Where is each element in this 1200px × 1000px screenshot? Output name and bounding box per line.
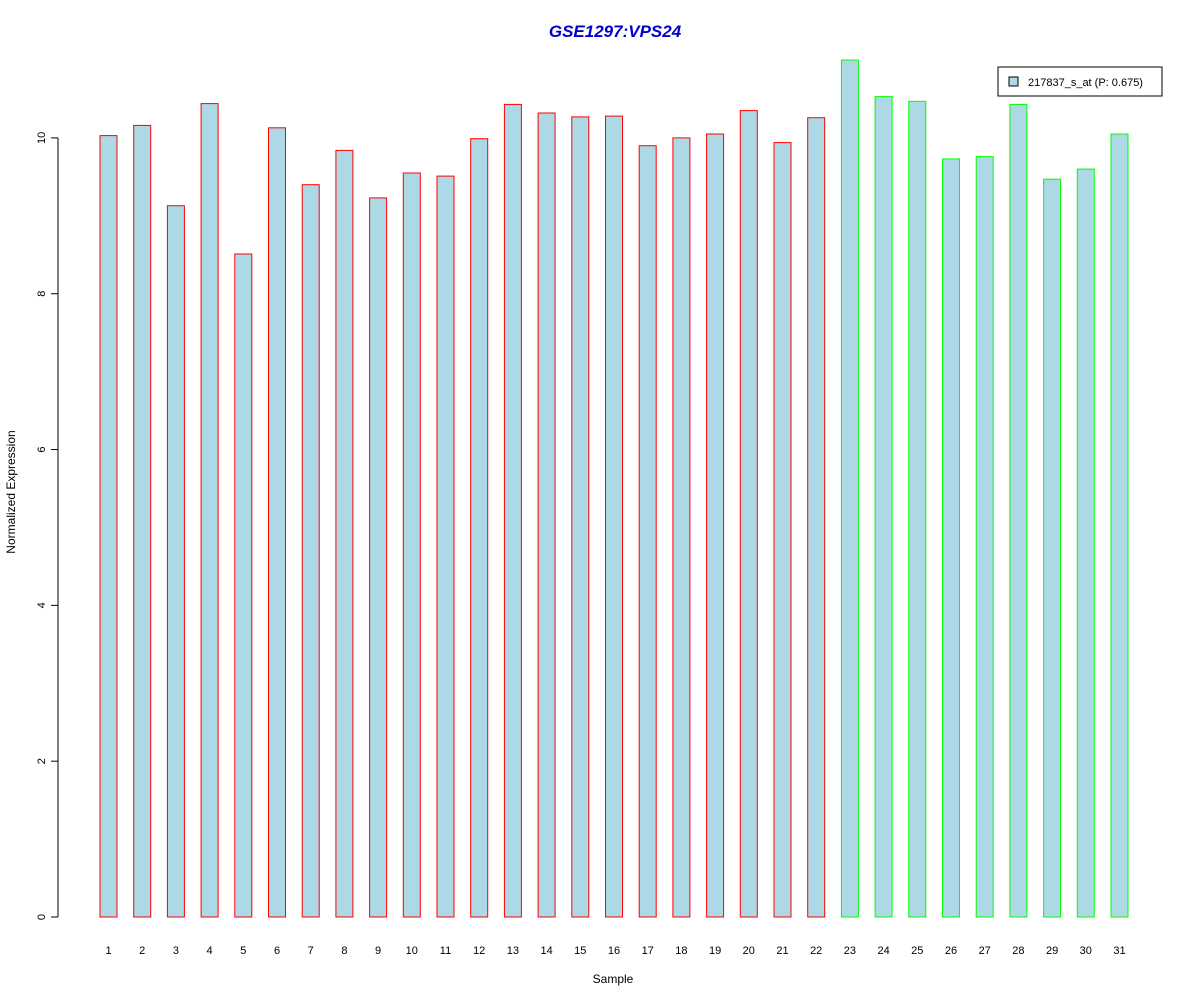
bar-sample-7 bbox=[301, 184, 320, 918]
x-tick-label: 14 bbox=[540, 945, 552, 957]
bar-sample-18 bbox=[672, 137, 691, 918]
x-tick-label: 20 bbox=[743, 945, 755, 957]
y-tick-label: 2 bbox=[36, 758, 48, 764]
bar-sample-10 bbox=[402, 172, 421, 918]
x-tick-label: 31 bbox=[1113, 945, 1125, 957]
bar-sample-12 bbox=[470, 138, 489, 918]
bar-sample-13 bbox=[503, 103, 522, 918]
x-tick-label: 21 bbox=[776, 945, 788, 957]
bar-sample-27 bbox=[975, 156, 994, 918]
x-tick-label: 26 bbox=[945, 945, 957, 957]
legend-label: 217837_s_at (P: 0.675) bbox=[1028, 77, 1143, 89]
bar-sample-31 bbox=[1110, 133, 1129, 918]
x-tick-label: 15 bbox=[574, 945, 586, 957]
x-tick-label: 27 bbox=[979, 945, 991, 957]
bar-sample-4 bbox=[200, 103, 219, 918]
bar-sample-22 bbox=[807, 117, 826, 918]
x-tick-label: 19 bbox=[709, 945, 721, 957]
bar-sample-20 bbox=[739, 110, 758, 918]
x-axis-label: Sample bbox=[593, 972, 634, 986]
bar-sample-8 bbox=[335, 149, 354, 918]
x-tick-label: 13 bbox=[507, 945, 519, 957]
x-tick-label: 9 bbox=[375, 945, 381, 957]
legend-swatch bbox=[1008, 76, 1019, 87]
bar-sample-24 bbox=[874, 96, 893, 918]
bar-sample-28 bbox=[1009, 103, 1028, 918]
x-tick-labels: 1 2 3 4 5 6 7 8 9 10 11 12 13 14 15 16 17 18 19 20 21 22 23 24 2… bbox=[105, 945, 1125, 957]
x-tick-label: 18 bbox=[675, 945, 687, 957]
bar-sample-29 bbox=[1043, 178, 1062, 918]
x-tick-label: 4 bbox=[207, 945, 213, 957]
x-tick-label: 24 bbox=[877, 945, 889, 957]
x-tick-label: 22 bbox=[810, 945, 822, 957]
bar-sample-21 bbox=[773, 142, 792, 918]
bar-sample-25 bbox=[908, 100, 927, 918]
x-tick-label: 23 bbox=[844, 945, 856, 957]
bar-sample-11 bbox=[436, 175, 455, 918]
bar-sample-30 bbox=[1076, 168, 1095, 918]
bar-sample-19 bbox=[706, 133, 725, 918]
x-tick-label: 1 bbox=[105, 945, 111, 957]
bar-sample-15 bbox=[571, 116, 590, 918]
x-tick-label: 6 bbox=[274, 945, 280, 957]
x-tick-label: 16 bbox=[608, 945, 620, 957]
x-tick-label: 29 bbox=[1046, 945, 1058, 957]
bar-sample-5 bbox=[234, 253, 253, 918]
legend: 217837_s_at (P: 0.675) bbox=[997, 66, 1163, 97]
bar-sample-2 bbox=[133, 124, 152, 918]
y-tick-label: 4 bbox=[36, 602, 48, 608]
x-tick-label: 10 bbox=[406, 945, 418, 957]
x-tick-label: 17 bbox=[642, 945, 654, 957]
y-axis-label: Normalized Expression bbox=[4, 430, 18, 553]
bar-sample-17 bbox=[638, 145, 657, 918]
x-tick-label: 25 bbox=[911, 945, 923, 957]
x-tick-label: 8 bbox=[341, 945, 347, 957]
x-tick-label: 30 bbox=[1080, 945, 1092, 957]
legend-box bbox=[997, 66, 1163, 97]
x-tick-label: 7 bbox=[308, 945, 314, 957]
bar-sample-6 bbox=[268, 127, 286, 918]
bar-sample-9 bbox=[369, 197, 388, 918]
x-tick-label: 11 bbox=[440, 945, 451, 957]
bar-sample-26 bbox=[942, 158, 960, 918]
bar-sample-1 bbox=[99, 135, 118, 918]
bars-group bbox=[99, 59, 1129, 918]
bar-sample-23 bbox=[840, 59, 859, 918]
x-tick-label: 5 bbox=[240, 945, 246, 957]
chart-title: GSE1297:VPS24 bbox=[549, 22, 682, 41]
y-tick-label: 8 bbox=[36, 291, 48, 297]
bar-sample-16 bbox=[605, 115, 623, 918]
x-tick-label: 3 bbox=[173, 945, 179, 957]
y-tick-label: 0 bbox=[36, 914, 48, 920]
x-tick-label: 12 bbox=[473, 945, 485, 957]
y-tick-label: 6 bbox=[36, 446, 48, 452]
x-tick-label: 28 bbox=[1012, 945, 1024, 957]
x-tick-label: 2 bbox=[139, 945, 145, 957]
bar-sample-3 bbox=[166, 205, 185, 918]
bar-sample-14 bbox=[537, 112, 556, 918]
y-axis: 0 2 4 6 8 10 bbox=[36, 132, 59, 920]
y-tick-label: 10 bbox=[36, 132, 48, 144]
